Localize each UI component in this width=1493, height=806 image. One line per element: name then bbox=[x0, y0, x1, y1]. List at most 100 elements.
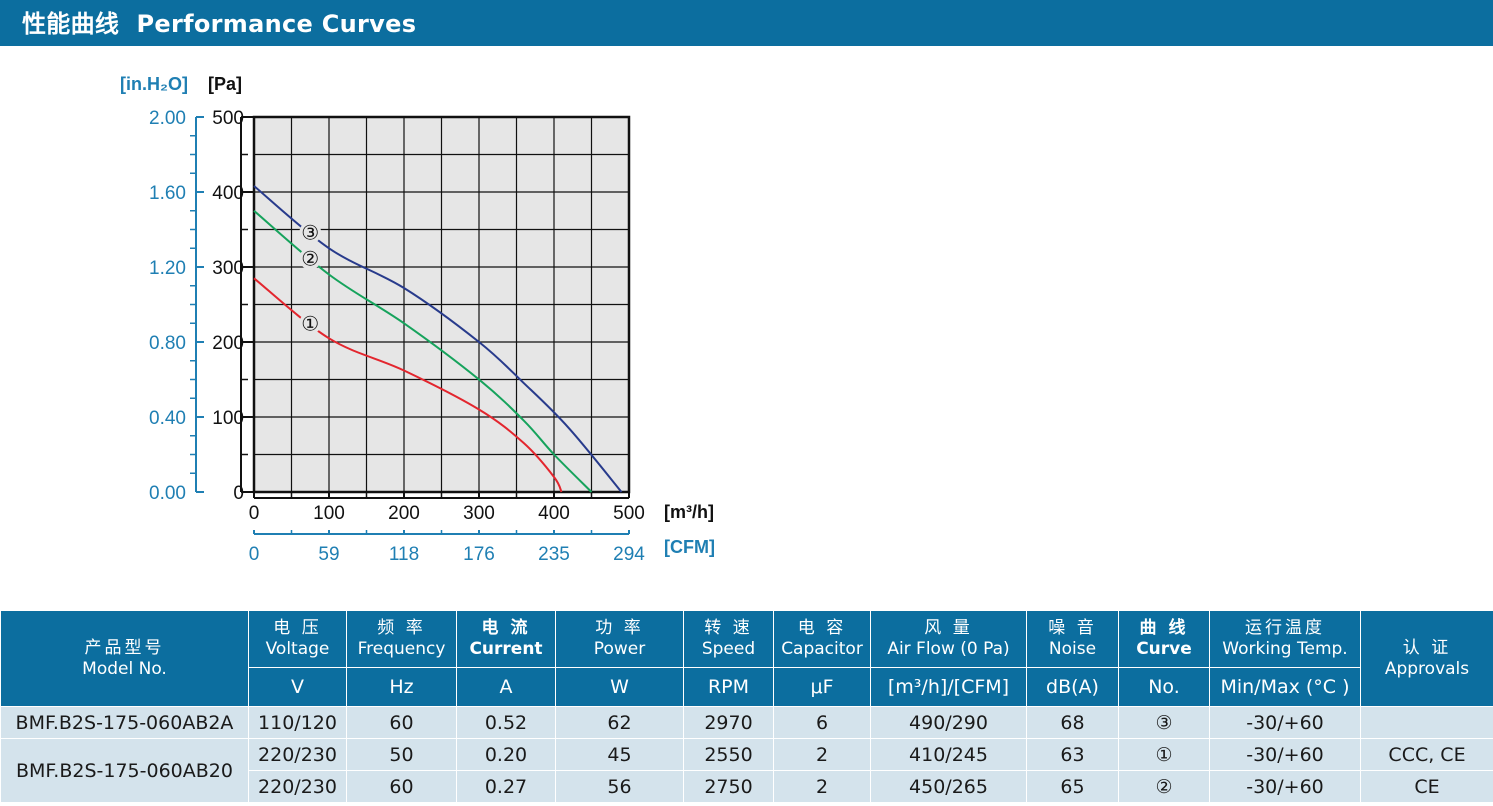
y2-unit-label: [in.H₂O] bbox=[120, 74, 188, 94]
y2-tick-label: 0.80 bbox=[149, 333, 186, 354]
page-title: 性能曲线 Performance Curves bbox=[22, 4, 416, 39]
freq-cell: 60 bbox=[346, 706, 457, 739]
header-speed: 转 速 Speed bbox=[683, 610, 774, 668]
voltage-cell: 220/230 bbox=[248, 770, 347, 803]
header-cn-label: 认 证 bbox=[1402, 637, 1452, 658]
airflow-cell: 410/245 bbox=[870, 738, 1027, 771]
current-cell: 0.52 bbox=[456, 706, 556, 739]
x2-tick-label: 294 bbox=[613, 544, 645, 565]
temp-cell: -30/+60 bbox=[1209, 706, 1361, 739]
freq-cell: 50 bbox=[346, 738, 457, 771]
voltage-cell: 220/230 bbox=[248, 738, 347, 771]
unit-cap: μF bbox=[773, 667, 871, 707]
unit-voltage: V bbox=[248, 667, 347, 707]
x2-tick-label: 0 bbox=[249, 544, 260, 565]
curve-cell: ① bbox=[1118, 738, 1210, 771]
x-tick-label: 0 bbox=[249, 503, 260, 524]
y-tick-label: 300 bbox=[212, 258, 244, 279]
power-cell: 56 bbox=[555, 770, 684, 803]
temp-cell: -30/+60 bbox=[1209, 738, 1361, 771]
y2-tick-label: 0.40 bbox=[149, 408, 186, 429]
approvals-cell bbox=[1360, 706, 1493, 739]
header-en-label: Capacitor bbox=[781, 639, 863, 659]
curve-label: ③ bbox=[301, 221, 319, 245]
table-header-row: 产品型号 Model No. 电 压 Voltage 频 率 Frequency 电 流 Cu… bbox=[0, 610, 1493, 707]
curve-line-1 bbox=[253, 277, 563, 493]
power-cell: 62 bbox=[555, 706, 684, 739]
header-en-label: Approvals bbox=[1384, 658, 1470, 679]
unit-current: A bbox=[456, 667, 556, 707]
title-en: Performance Curves bbox=[136, 10, 417, 38]
speed-cell: 2750 bbox=[683, 770, 774, 803]
airflow-cell: 450/265 bbox=[870, 770, 1027, 803]
curve-series bbox=[253, 185, 623, 493]
header-cn-label: 噪 音 bbox=[1048, 618, 1097, 638]
current-cell: 0.27 bbox=[456, 770, 556, 803]
header-en-label: Speed bbox=[701, 639, 756, 659]
y-tick-label: 100 bbox=[212, 408, 244, 429]
y2-tick-label: 1.60 bbox=[149, 183, 186, 204]
curve-labels: ① ②③ bbox=[299, 221, 322, 335]
current-cell: 0.20 bbox=[456, 738, 556, 771]
unit-curve: No. bbox=[1118, 667, 1210, 707]
unit-airflow: [m³/h]/[CFM] bbox=[870, 667, 1027, 707]
specifications-table: 产品型号 Model No. 电 压 Voltage 频 率 Frequency 电 流 Cu… bbox=[0, 610, 1493, 803]
header-approvals: 认 证 Approvals bbox=[1360, 610, 1493, 707]
header-cn-label: 风 量 bbox=[924, 618, 973, 638]
x-axis-m3h: 0 100 200 300 400 500 bbox=[249, 492, 645, 524]
model-cell: BMF.B2S-175-060AB2A bbox=[0, 706, 249, 739]
header-cn-label: 电 容 bbox=[797, 618, 847, 638]
x-tick-label: 400 bbox=[538, 503, 570, 524]
header-en-label: Current bbox=[469, 639, 543, 659]
header-cn-label: 频 率 bbox=[377, 618, 426, 638]
chart-grid bbox=[254, 117, 629, 492]
header-power: 功 率 Power bbox=[555, 610, 684, 668]
header-cn-label: 运行温度 bbox=[1245, 618, 1325, 638]
y2-tick-label: 2.00 bbox=[149, 108, 186, 129]
header-cn-label: 功 率 bbox=[595, 618, 644, 638]
freq-cell: 60 bbox=[346, 770, 457, 803]
x-tick-label: 500 bbox=[613, 503, 645, 524]
approvals-cell: CCC, CE bbox=[1360, 738, 1493, 771]
x-axis-cfm: 0 59 118 176 235 294 bbox=[249, 530, 645, 565]
y-unit-label: [Pa] bbox=[208, 74, 242, 94]
header-cn-label: 电 压 bbox=[273, 618, 322, 638]
curve-label: ② bbox=[301, 247, 319, 271]
header-en-label: Model No. bbox=[82, 658, 167, 679]
approvals-cell: CE bbox=[1360, 770, 1493, 803]
x2-tick-label: 59 bbox=[318, 544, 339, 565]
header-cn-label: 产品型号 bbox=[84, 637, 165, 658]
header-en-label: Power bbox=[593, 639, 646, 659]
y-tick-label: 0 bbox=[233, 483, 244, 504]
voltage-cell: 110/120 bbox=[248, 706, 347, 739]
temp-cell: -30/+60 bbox=[1209, 770, 1361, 803]
title-cn: 性能曲线 bbox=[22, 10, 120, 38]
header-cn-label: 转 速 bbox=[704, 618, 753, 638]
header-en-label: Noise bbox=[1048, 639, 1097, 659]
header-en-label: Air Flow (0 Pa) bbox=[887, 639, 1010, 659]
speed-cell: 2970 bbox=[683, 706, 774, 739]
curve-line-3 bbox=[253, 185, 623, 493]
noise-cell: 68 bbox=[1026, 706, 1119, 739]
header-en-label: Curve bbox=[1136, 639, 1192, 659]
noise-cell: 63 bbox=[1026, 738, 1119, 771]
x2-tick-label: 176 bbox=[463, 544, 495, 565]
curve-label-bg bbox=[299, 312, 322, 335]
unit-temp: Min/Max (°C ) bbox=[1209, 667, 1361, 707]
curve-cell: ② bbox=[1118, 770, 1210, 803]
header-noise: 噪 音 Noise bbox=[1026, 610, 1119, 668]
table-row: BMF.B2S-175-060AB20 220/230 50 0.20 45 2550 2 4… bbox=[0, 738, 1493, 803]
header-voltage: 电 压 Voltage bbox=[248, 610, 347, 668]
x2-tick-label: 235 bbox=[538, 544, 570, 565]
x2-unit-label: [CFM] bbox=[664, 537, 715, 557]
table-row: 220/230 60 0.27 56 2750 2 450/265 65 ② -30/+60 CE bbox=[1, 770, 1493, 803]
header-temp: 运行温度 Working Temp. bbox=[1209, 610, 1361, 668]
x-tick-label: 200 bbox=[388, 503, 420, 524]
unit-power: W bbox=[555, 667, 684, 707]
header-model: 产品型号 Model No. bbox=[0, 610, 249, 707]
page-header: 性能曲线 Performance Curves bbox=[0, 0, 1493, 46]
unit-freq: Hz bbox=[346, 667, 457, 707]
header-cn-label: 曲 线 bbox=[1139, 618, 1189, 638]
header-en-label: Voltage bbox=[265, 639, 330, 659]
x-tick-label: 100 bbox=[313, 503, 345, 524]
